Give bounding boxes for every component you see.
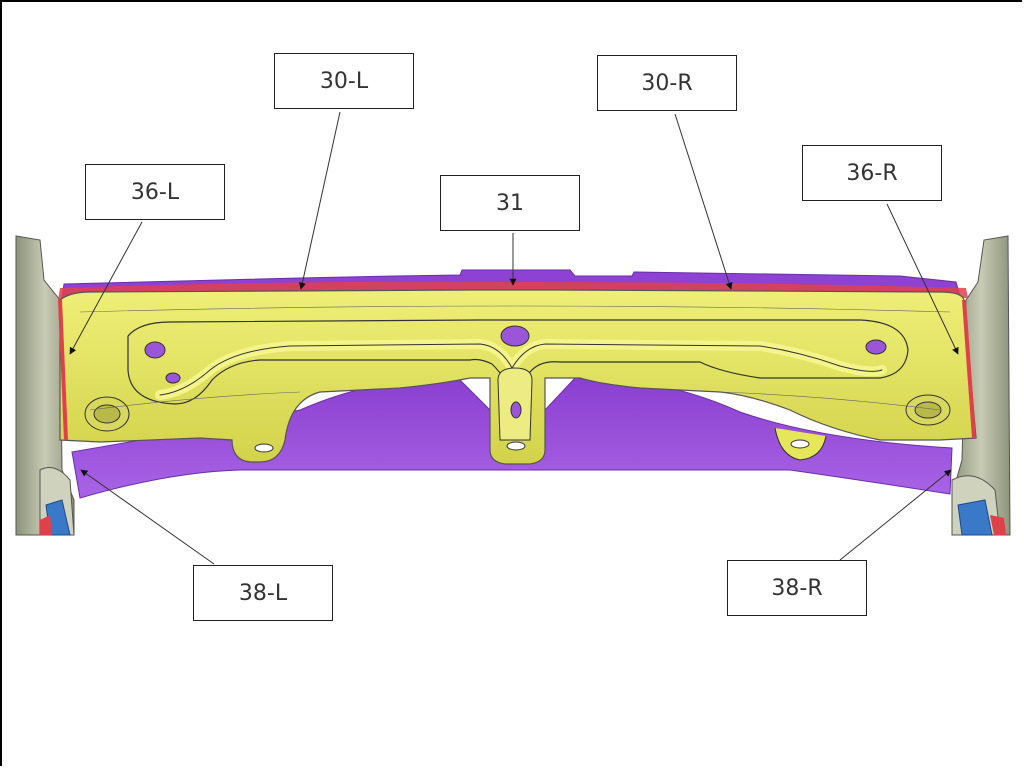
leader-36-R	[886, 203, 959, 355]
leader-30-R	[674, 113, 733, 290]
callout-36-R: 36-R	[802, 145, 942, 201]
leader-30-L	[298, 111, 341, 290]
leader-38-L	[80, 469, 215, 565]
callout-30-R: 30-R	[597, 55, 737, 111]
leader-lines	[69, 111, 959, 565]
callout-36-L: 36-L	[85, 164, 225, 220]
callout-38-R: 38-R	[727, 560, 867, 616]
leader-38-R	[839, 469, 952, 561]
callout-38-L: 38-L	[193, 565, 333, 621]
callout-31: 31	[440, 175, 580, 231]
callout-30-L: 30-L	[274, 53, 414, 109]
crossmember-yellow	[58, 289, 977, 465]
leader-36-L	[69, 221, 143, 355]
